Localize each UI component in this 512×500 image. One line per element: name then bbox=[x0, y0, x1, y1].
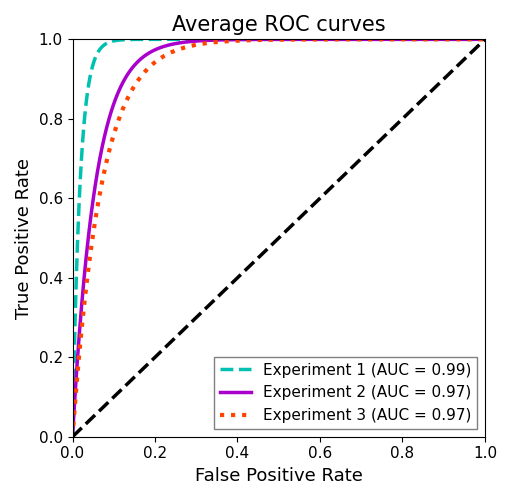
Legend: Experiment 1 (AUC = 0.99), Experiment 2 (AUC = 0.97), Experiment 3 (AUC = 0.97): Experiment 1 (AUC = 0.99), Experiment 2 … bbox=[214, 356, 477, 429]
Experiment 2 (AUC = 0.97) bbox=[259, 36, 265, 43]
Experiment 3 (AUC = 0.97) bbox=[270, 36, 276, 43]
Experiment 1 (AUC = 0.99) bbox=[470, 36, 476, 43]
Experiment 3 (AUC = 0.97) bbox=[259, 37, 265, 43]
Experiment 1 (AUC = 0.99) bbox=[394, 36, 400, 43]
Title: Average ROC curves: Average ROC curves bbox=[172, 15, 386, 35]
Experiment 1 (AUC = 0.99) bbox=[259, 36, 265, 43]
Experiment 3 (AUC = 0.97) bbox=[70, 434, 76, 440]
Experiment 3 (AUC = 0.97) bbox=[91, 228, 97, 234]
Experiment 1 (AUC = 0.99) bbox=[470, 36, 476, 43]
Experiment 2 (AUC = 0.97) bbox=[91, 194, 97, 200]
Experiment 2 (AUC = 0.97) bbox=[482, 36, 488, 43]
Experiment 1 (AUC = 0.99) bbox=[270, 36, 276, 43]
Experiment 1 (AUC = 0.99) bbox=[347, 36, 353, 43]
Experiment 2 (AUC = 0.97) bbox=[270, 36, 276, 43]
Experiment 3 (AUC = 0.97) bbox=[482, 36, 488, 43]
Line: Experiment 2 (AUC = 0.97): Experiment 2 (AUC = 0.97) bbox=[73, 40, 485, 436]
Experiment 2 (AUC = 0.97) bbox=[470, 36, 476, 43]
Line: Experiment 3 (AUC = 0.97): Experiment 3 (AUC = 0.97) bbox=[73, 40, 485, 436]
Experiment 2 (AUC = 0.97) bbox=[394, 36, 400, 43]
Experiment 3 (AUC = 0.97) bbox=[394, 36, 400, 43]
Y-axis label: True Positive Rate: True Positive Rate bbox=[15, 158, 33, 318]
Experiment 1 (AUC = 0.99) bbox=[91, 60, 97, 66]
Experiment 1 (AUC = 0.99) bbox=[482, 36, 488, 43]
X-axis label: False Positive Rate: False Positive Rate bbox=[195, 467, 362, 485]
Line: Experiment 1 (AUC = 0.99): Experiment 1 (AUC = 0.99) bbox=[73, 40, 485, 436]
Experiment 2 (AUC = 0.97) bbox=[470, 36, 476, 43]
Experiment 1 (AUC = 0.99) bbox=[70, 434, 76, 440]
Experiment 2 (AUC = 0.97) bbox=[70, 434, 76, 440]
Experiment 3 (AUC = 0.97) bbox=[470, 36, 476, 43]
Experiment 3 (AUC = 0.97) bbox=[470, 36, 476, 43]
